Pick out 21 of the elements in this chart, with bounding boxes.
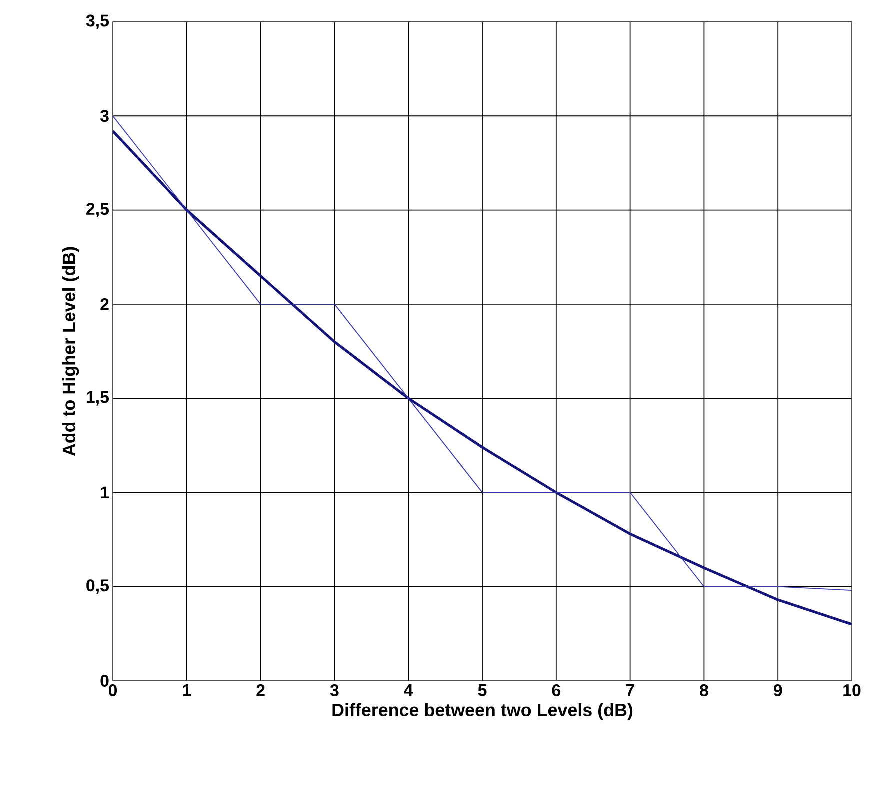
x-tick-label: 9 (774, 684, 782, 696)
y-tick-label: 3 (100, 110, 109, 122)
x-axis-title: Difference between two Levels (dB) (332, 703, 633, 720)
x-tick-label: 7 (626, 684, 634, 696)
y-tick-label: 1 (101, 486, 110, 499)
y-tick-label: 1,5 (87, 391, 110, 406)
x-tick-label: 5 (478, 684, 487, 696)
x-tick-label: 1 (183, 684, 192, 696)
x-tick-label: 0 (108, 684, 118, 696)
y-tick-label: 2,5 (86, 203, 110, 218)
x-tick-label: 6 (552, 684, 561, 696)
y-tick-label: 3,5 (86, 14, 110, 30)
x-tick-label: 8 (700, 684, 708, 696)
y-tick-label: 0 (100, 674, 109, 687)
y-tick-label: 0,5 (86, 580, 110, 594)
x-tick-label: 3 (330, 684, 339, 697)
y-axis-title: Add to Higher Level (dB) (62, 247, 80, 456)
x-tick-label: 10 (844, 684, 861, 696)
x-tick-label: 4 (404, 684, 414, 696)
y-tick-label: 2 (100, 298, 109, 310)
x-tick-label: 2 (256, 684, 265, 696)
